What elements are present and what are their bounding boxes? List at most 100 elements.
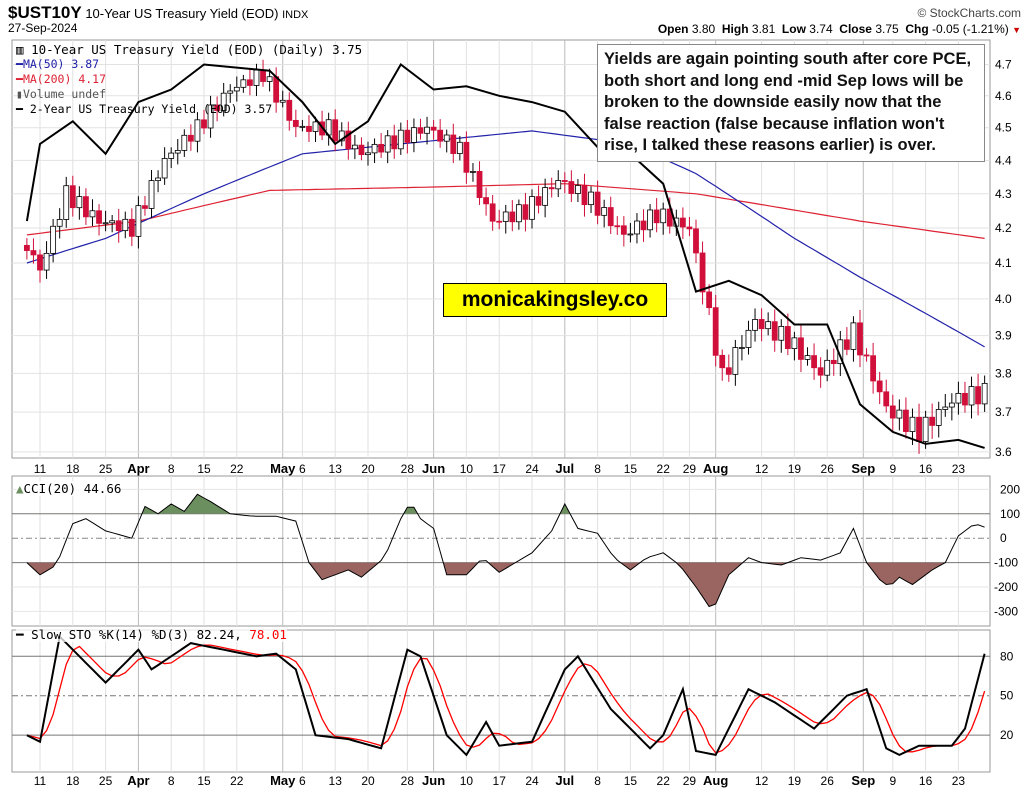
candle bbox=[83, 196, 89, 218]
candle bbox=[168, 152, 175, 159]
date-label: 17 bbox=[493, 462, 507, 476]
date-label: May bbox=[270, 461, 296, 476]
candle bbox=[233, 86, 240, 92]
date-label: 24 bbox=[525, 462, 539, 476]
chg-label: Chg bbox=[905, 22, 929, 36]
cci-axis-tick: 200 bbox=[1000, 482, 1020, 496]
candle bbox=[411, 127, 417, 143]
candle bbox=[529, 196, 535, 220]
price-axis-tick: 4.6 bbox=[995, 89, 1012, 103]
candle bbox=[778, 326, 785, 341]
instrument-name: 10-Year US Treasury Yield (EOD) bbox=[85, 6, 279, 21]
candle bbox=[791, 337, 798, 349]
volume-bars-icon: ▮ bbox=[16, 87, 23, 101]
candle bbox=[948, 402, 955, 408]
date-label: 18 bbox=[66, 462, 80, 476]
candle bbox=[351, 144, 358, 150]
candle bbox=[981, 382, 988, 405]
candle bbox=[758, 319, 765, 330]
candle bbox=[824, 359, 831, 376]
date-label: 20 bbox=[361, 462, 375, 476]
cci-axis-tick: 0 bbox=[1000, 531, 1007, 545]
bottom-date-label: May bbox=[270, 773, 296, 788]
close-value: 3.75 bbox=[875, 22, 899, 36]
close-label: Close bbox=[839, 22, 872, 36]
date-label: 10 bbox=[460, 462, 474, 476]
legend-volume: Volume undef bbox=[22, 87, 107, 101]
bottom-date-label: 24 bbox=[525, 774, 539, 788]
candle bbox=[640, 220, 647, 231]
date-label: Aug bbox=[703, 461, 728, 476]
bottom-date-label: 15 bbox=[197, 774, 211, 788]
legend-ma200: MA(200) 4.17 bbox=[22, 72, 107, 86]
candle bbox=[312, 121, 319, 132]
price-axis-tick: 4.1 bbox=[995, 256, 1012, 270]
sto-axis-tick: 20 bbox=[1000, 728, 1014, 742]
candle bbox=[450, 134, 457, 154]
candle bbox=[601, 207, 608, 216]
cci-axis-tick: 100 bbox=[1000, 507, 1020, 521]
candle bbox=[456, 141, 463, 154]
bottom-date-label: 22 bbox=[657, 774, 671, 788]
bottom-date-label: 18 bbox=[66, 774, 80, 788]
date-label: Apr bbox=[127, 461, 149, 476]
cci-oversold-area bbox=[26, 562, 946, 607]
candle bbox=[142, 205, 148, 209]
candle bbox=[56, 219, 63, 227]
cci-line bbox=[26, 493, 985, 608]
ma50-line bbox=[26, 130, 985, 348]
date-label: 15 bbox=[624, 462, 638, 476]
sto-panel bbox=[11, 629, 991, 773]
low-label: Low bbox=[781, 22, 806, 36]
candle bbox=[784, 326, 791, 349]
candle bbox=[515, 204, 522, 223]
candle bbox=[424, 126, 430, 134]
bottom-date-label: 13 bbox=[329, 774, 343, 788]
price-axis-tick: 3.8 bbox=[995, 366, 1012, 380]
price-axis-tick: 4.4 bbox=[995, 153, 1012, 167]
bottom-date-label: 9 bbox=[889, 774, 896, 788]
candle bbox=[476, 170, 483, 198]
chart-date: 27-Sep-2024 bbox=[8, 21, 78, 35]
candle bbox=[725, 367, 732, 375]
candle bbox=[830, 359, 837, 365]
candle bbox=[227, 90, 234, 94]
legend-2y: 2-Year US Treasury Yield (EOD) 3.57 bbox=[29, 102, 273, 116]
date-label: 8 bbox=[168, 462, 175, 476]
candle bbox=[903, 409, 909, 432]
sto-axis-tick: 80 bbox=[1000, 649, 1014, 663]
candle bbox=[588, 191, 594, 206]
candle bbox=[483, 197, 489, 205]
candle bbox=[128, 218, 135, 237]
candle bbox=[207, 104, 214, 129]
bottom-date-label: 8 bbox=[594, 774, 601, 788]
candle bbox=[706, 291, 713, 309]
candle bbox=[109, 220, 116, 224]
candle bbox=[437, 129, 444, 142]
bottom-date-label: Apr bbox=[127, 773, 149, 788]
candle bbox=[430, 126, 437, 131]
bottom-date-label: 29 bbox=[683, 774, 697, 788]
candle bbox=[968, 386, 975, 406]
bottom-date-label: 12 bbox=[755, 774, 769, 788]
candle bbox=[581, 185, 588, 206]
candle bbox=[935, 409, 942, 426]
sto-k-line bbox=[26, 634, 986, 757]
date-label: 22 bbox=[657, 462, 671, 476]
candle-icon: ▥ bbox=[16, 42, 24, 57]
candle bbox=[463, 141, 470, 173]
candle bbox=[201, 119, 207, 129]
candle bbox=[568, 181, 575, 194]
price-axis-tick: 3.6 bbox=[995, 445, 1012, 459]
candle bbox=[745, 329, 752, 348]
candle bbox=[693, 228, 699, 254]
bottom-date-label: 26 bbox=[821, 774, 835, 788]
candle bbox=[811, 355, 817, 369]
candle bbox=[187, 134, 194, 142]
candle bbox=[102, 222, 109, 225]
candle bbox=[896, 409, 903, 419]
bottom-date-label: 16 bbox=[919, 774, 933, 788]
date-label: Jun bbox=[422, 461, 445, 476]
candle bbox=[365, 152, 371, 156]
cci-legend: ▲CCI(20) 44.66 bbox=[16, 481, 122, 496]
